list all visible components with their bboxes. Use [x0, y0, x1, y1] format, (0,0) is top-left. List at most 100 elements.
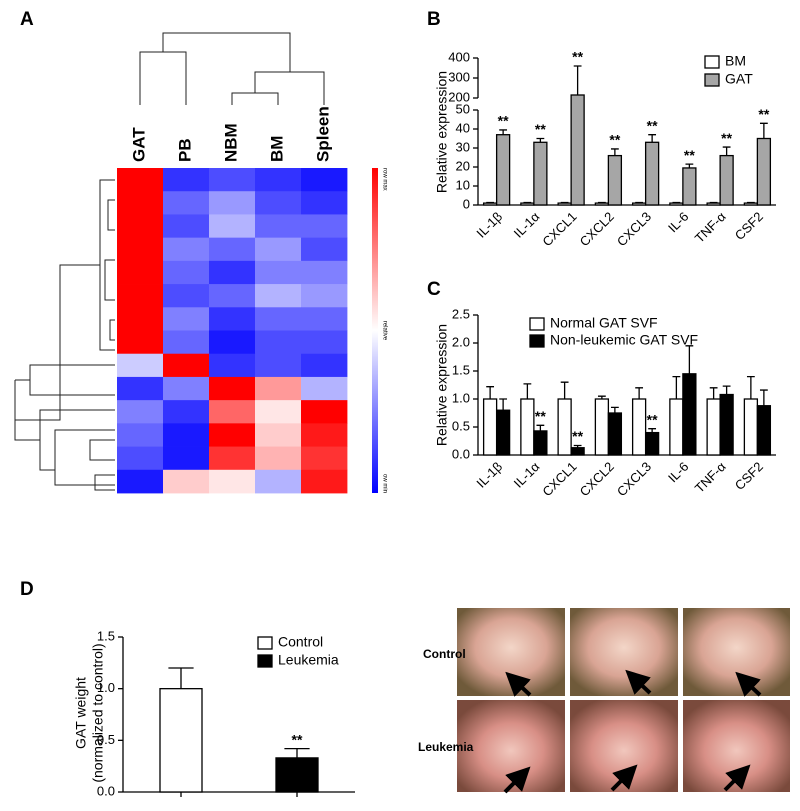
y-tick-label: 1.0	[452, 390, 470, 405]
heatmap-cell	[209, 260, 256, 285]
x-tick-label: CXCL3	[614, 459, 654, 499]
bar	[557, 398, 572, 456]
bar	[482, 202, 498, 206]
significance: **	[684, 147, 695, 163]
error-bar	[597, 395, 606, 399]
heatmap-cell	[301, 423, 348, 447]
bar	[743, 398, 759, 456]
error-bar	[573, 444, 582, 448]
x-tick-label: IL-1α	[511, 209, 543, 241]
heatmap-cell	[117, 284, 164, 308]
bar	[533, 430, 548, 456]
heatmap-cell	[209, 307, 256, 331]
bar	[719, 154, 734, 206]
panel-label: C	[427, 279, 441, 300]
error-bar	[672, 201, 681, 204]
error-bar	[759, 122, 768, 139]
heatmap-cell	[163, 330, 210, 355]
legend-swatch	[529, 334, 545, 348]
legend-swatch	[529, 317, 545, 331]
heatmap-cell	[209, 446, 256, 471]
heatmap-cell	[255, 284, 302, 308]
heatmap-cell	[301, 260, 348, 285]
y-axis-label: Relative expression	[434, 324, 450, 446]
heatmap-cell	[301, 237, 348, 262]
arrow	[625, 669, 652, 695]
y-tick-label: 2.0	[452, 334, 470, 349]
y-axis-label: GAT weight	[73, 677, 89, 749]
panel-label: A	[20, 9, 34, 30]
error-bar	[499, 129, 508, 135]
x-tick-label: CSF2	[732, 459, 766, 493]
heatmap-cell	[209, 353, 256, 378]
legend-label: Leukemia	[278, 652, 339, 668]
bar	[669, 398, 684, 456]
heatmap-cell	[117, 191, 164, 215]
y-tick-label: 300	[448, 69, 470, 84]
heatmap-cell	[301, 353, 348, 378]
heatmap-cell	[301, 400, 348, 424]
heatmap-cell	[209, 191, 256, 215]
heatmap-cell	[209, 469, 256, 494]
colorbar-label: ow min	[381, 474, 387, 493]
heatmap-cell	[255, 423, 302, 447]
significance: **	[758, 106, 769, 122]
error-bar	[536, 137, 545, 143]
y-tick-label: 0.5	[452, 418, 470, 433]
heatmap-cell	[301, 168, 348, 192]
bar	[631, 398, 647, 456]
x-tick-label: IL-1β	[473, 209, 505, 241]
heatmap-cell	[255, 191, 302, 215]
heatmap-cell	[163, 307, 210, 331]
error-bar	[486, 201, 495, 204]
legend-label: BM	[725, 53, 746, 69]
bar	[719, 393, 734, 456]
heatmap-cell	[117, 376, 164, 401]
error-bar	[648, 428, 657, 433]
x-tick-label: IL-1β	[473, 459, 505, 491]
y-tick-label: 40	[456, 120, 470, 135]
arrow	[610, 764, 638, 792]
bar	[756, 137, 772, 206]
bar	[482, 398, 498, 456]
x-tick-label: CXCL3	[614, 209, 654, 249]
error-bar	[610, 406, 619, 413]
bar	[570, 94, 585, 206]
dendro-branch	[89, 199, 115, 491]
bar	[557, 202, 572, 206]
heatmap-cell	[301, 214, 348, 239]
arrow	[723, 764, 751, 792]
heatmap-cell	[163, 423, 210, 447]
row-dendrogram	[14, 179, 115, 491]
y-tick-label: 400	[448, 49, 470, 64]
bar	[682, 373, 697, 456]
y-tick-label: 1.5	[452, 362, 470, 377]
photo-grid	[457, 608, 790, 794]
photo	[457, 608, 565, 696]
error-bar	[523, 201, 532, 204]
column-label: PB	[175, 138, 194, 162]
y-tick-label: 2.5	[452, 306, 470, 321]
y-tick-label: 1.5	[97, 628, 115, 643]
heatmap-cell	[117, 307, 164, 331]
error-bar	[635, 201, 644, 204]
heatmap-cell	[163, 353, 210, 378]
dendro-branch	[231, 92, 279, 105]
significance: **	[292, 731, 303, 747]
significance: **	[535, 408, 546, 424]
error-bar	[560, 201, 569, 204]
heatmap-cell	[117, 353, 164, 378]
x-tick-label: TNF-α	[692, 209, 729, 246]
error-bar	[284, 747, 310, 758]
heatmap-cell	[209, 284, 256, 308]
error-bar	[746, 201, 755, 204]
bar	[706, 202, 721, 206]
bar	[533, 141, 548, 206]
error-bar	[523, 383, 532, 399]
heatmap-cell	[209, 214, 256, 239]
heatmap-cell	[209, 237, 256, 262]
error-bar	[168, 667, 194, 689]
x-tick-label: CXCL1	[539, 459, 579, 499]
heatmap-cell	[301, 307, 348, 331]
